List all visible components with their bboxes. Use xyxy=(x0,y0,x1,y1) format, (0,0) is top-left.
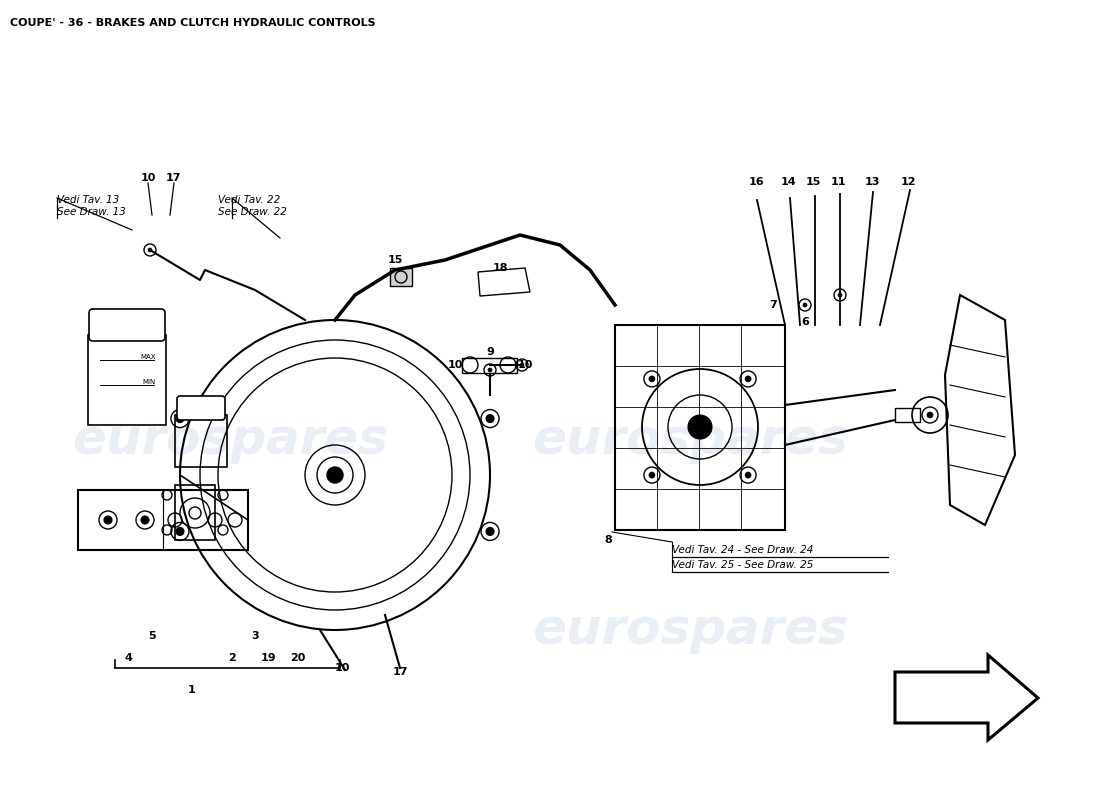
Text: 10: 10 xyxy=(141,173,156,183)
Text: 19: 19 xyxy=(261,653,276,663)
Bar xyxy=(78,490,248,550)
Circle shape xyxy=(745,376,751,382)
Circle shape xyxy=(176,527,184,535)
Text: MAX: MAX xyxy=(141,354,156,360)
Text: 8: 8 xyxy=(604,535,612,545)
Circle shape xyxy=(838,293,842,297)
Text: 4: 4 xyxy=(124,653,132,663)
Circle shape xyxy=(176,414,184,422)
Circle shape xyxy=(141,516,149,524)
Circle shape xyxy=(486,527,494,535)
Text: See Draw. 22: See Draw. 22 xyxy=(218,207,287,217)
Text: 13: 13 xyxy=(865,177,880,187)
FancyBboxPatch shape xyxy=(177,396,225,420)
Circle shape xyxy=(803,303,807,307)
Text: 6: 6 xyxy=(801,317,808,327)
Polygon shape xyxy=(895,655,1038,740)
Text: 3: 3 xyxy=(251,631,258,641)
Circle shape xyxy=(649,376,654,382)
Text: Vedi Tav. 24 - See Draw. 24: Vedi Tav. 24 - See Draw. 24 xyxy=(672,545,813,555)
Text: 1: 1 xyxy=(188,685,196,695)
Text: Vedi Tav. 22: Vedi Tav. 22 xyxy=(218,195,280,205)
Text: eurospares: eurospares xyxy=(72,416,388,464)
Circle shape xyxy=(688,415,712,439)
Text: eurospares: eurospares xyxy=(532,416,848,464)
Circle shape xyxy=(520,363,524,367)
Bar xyxy=(175,415,227,467)
Bar xyxy=(615,325,785,530)
Text: 9: 9 xyxy=(486,347,494,357)
Text: 18: 18 xyxy=(493,263,508,273)
Bar xyxy=(390,268,412,286)
Text: 14: 14 xyxy=(780,177,795,187)
Text: Vedi Tav. 13: Vedi Tav. 13 xyxy=(57,195,119,205)
Text: 2: 2 xyxy=(228,653,235,663)
Text: 5: 5 xyxy=(148,631,156,641)
Text: 7: 7 xyxy=(769,300,777,310)
Text: 12: 12 xyxy=(900,177,915,187)
Circle shape xyxy=(927,412,933,418)
Circle shape xyxy=(104,516,112,524)
Text: Vedi Tav. 25 - See Draw. 25: Vedi Tav. 25 - See Draw. 25 xyxy=(672,560,813,570)
Text: 16: 16 xyxy=(749,177,764,187)
Text: COUPE' - 36 - BRAKES AND CLUTCH HYDRAULIC CONTROLS: COUPE' - 36 - BRAKES AND CLUTCH HYDRAULI… xyxy=(10,18,375,28)
Text: 17: 17 xyxy=(165,173,180,183)
Circle shape xyxy=(745,472,751,478)
Bar xyxy=(895,408,920,422)
Bar xyxy=(88,335,166,425)
Bar xyxy=(462,358,517,373)
Polygon shape xyxy=(945,295,1015,525)
Circle shape xyxy=(148,248,152,252)
Text: 10: 10 xyxy=(517,360,532,370)
Text: MIN: MIN xyxy=(143,379,156,385)
Text: 10: 10 xyxy=(334,663,350,673)
Text: 10: 10 xyxy=(448,360,463,370)
Text: eurospares: eurospares xyxy=(532,606,848,654)
Circle shape xyxy=(327,467,343,483)
Text: 15: 15 xyxy=(387,255,403,265)
FancyBboxPatch shape xyxy=(89,309,165,341)
Text: 17: 17 xyxy=(393,667,408,677)
Circle shape xyxy=(486,414,494,422)
Bar xyxy=(175,485,214,540)
Polygon shape xyxy=(478,268,530,296)
Circle shape xyxy=(649,472,654,478)
Text: 15: 15 xyxy=(805,177,821,187)
Text: See Draw. 13: See Draw. 13 xyxy=(57,207,125,217)
Text: 11: 11 xyxy=(830,177,846,187)
Text: 20: 20 xyxy=(290,653,306,663)
Circle shape xyxy=(488,368,492,372)
